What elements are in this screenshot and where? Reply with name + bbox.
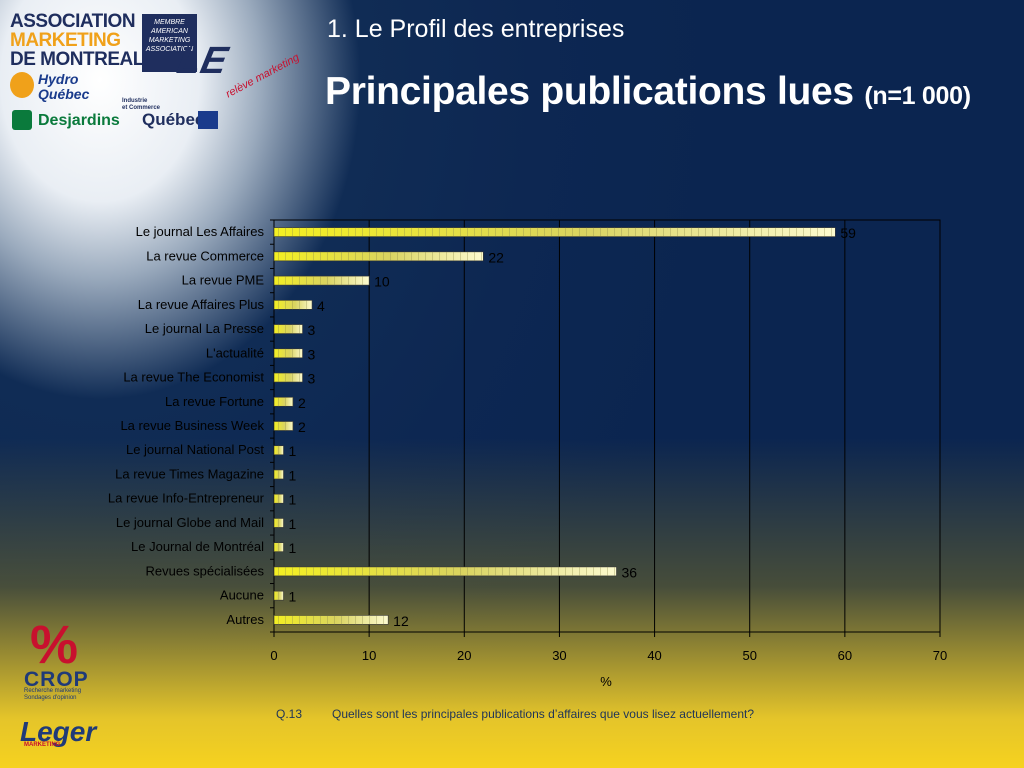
value-label: 12 [393,613,409,629]
category-label: La revue Info-Entrepreneur [108,491,265,506]
crop-percent-icon: % [30,615,79,675]
x-tick-label: 70 [933,648,947,663]
value-label: 36 [622,564,638,580]
bar-texture [274,469,284,479]
plot-area: 0 10 20 30 40 50 60 70 Le journal Les Affaires 59… [108,219,947,689]
x-axis-label: % [600,674,612,689]
value-label: 59 [840,225,856,241]
leger-logo: Leger [20,716,97,747]
category-label: La revue Affaires Plus [138,297,265,312]
association-marketing-logo: ASSOCIATION MARKETING DE MONTREAL [10,12,144,69]
title-text: Principales publications lues [325,70,854,113]
value-label: 22 [488,249,504,265]
logo-line-1: ASSOCIATION [10,11,136,32]
crop-tagline: Recherche marketing Sondages d'opinion [24,688,82,701]
bar-texture [274,591,284,601]
bar-texture [274,421,294,431]
section-subtitle: 1. Le Profil des entreprises [327,15,625,43]
category-label: Revues spécialisées [145,563,264,578]
desjardins-logo: Desjardins [38,112,120,129]
value-label: 1 [289,589,297,605]
bar-texture [274,542,284,552]
category-label: Le journal Globe and Mail [116,515,264,530]
category-label: Le journal La Presse [145,321,264,336]
value-label: 1 [289,467,297,483]
bar-texture [274,397,294,407]
value-label: 1 [289,443,297,459]
category-label: Autres [226,612,264,627]
hydro-quebec-icon [10,72,34,98]
title-sample-size: (n=1 000) [864,82,971,110]
category-label: Le journal Les Affaires [136,224,265,239]
category-label: Aucune [220,588,264,603]
category-label: La revue Times Magazine [115,466,264,481]
category-label: La revue Fortune [165,394,264,409]
bar-texture [274,276,370,286]
category-label: Le journal National Post [126,442,264,457]
value-label: 3 [308,322,316,338]
category-label: Le Journal de Montréal [131,539,264,554]
quebec-logo: Québec [142,110,205,129]
value-label: 10 [374,274,390,290]
crop-logo: CROP [24,668,89,691]
question-text: Quelles sont les principales publication… [332,707,755,721]
x-tick-label: 60 [838,648,852,663]
x-tick-label: 30 [552,648,566,663]
bar-texture [274,300,313,310]
category-label: La revue Business Week [120,418,264,433]
bar-texture [274,615,389,625]
x-tick-label: 40 [647,648,661,663]
question-number: Q.13 [276,707,303,721]
page-title: Principales publications lues (n=1 000) [325,70,971,114]
bar-texture [274,566,617,576]
bar-texture [274,227,836,237]
bar-texture [274,251,484,261]
bar-texture [274,373,303,383]
value-label: 1 [289,540,297,556]
ama-member-badge: MEMBRE AMERICAN MARKETING ASSOCIATION [142,14,197,72]
bar-texture [274,494,284,504]
category-label: L'actualité [206,345,264,360]
hydro-quebec-logo: Hydro Québec [38,71,90,102]
x-tick-label: 0 [270,648,277,663]
bar-texture [274,445,284,455]
leger-tagline: MARKETING [24,742,61,748]
value-label: 2 [298,419,306,435]
value-label: 1 [289,516,297,532]
category-label: La revue PME [182,273,265,288]
industrie-commerce-logo: Industrie et Commerce [122,98,161,111]
logo-line-2: MARKETING [10,30,121,51]
x-tick-label: 50 [742,648,756,663]
value-label: 4 [317,298,325,314]
bar-texture [274,324,303,334]
x-tick-label: 20 [457,648,471,663]
bar-texture [274,348,303,358]
bar-texture [274,518,284,528]
quebec-flag-icon [198,111,218,129]
value-label: 1 [289,492,297,508]
category-label: La revue Commerce [146,248,264,263]
x-tick-label: 10 [362,648,376,663]
category-label: La revue The Economist [123,370,264,385]
desjardins-icon [12,110,32,130]
value-label: 3 [308,346,316,362]
logo-line-3: DE MONTREAL [10,49,144,70]
value-label: 3 [308,371,316,387]
value-label: 2 [298,395,306,411]
